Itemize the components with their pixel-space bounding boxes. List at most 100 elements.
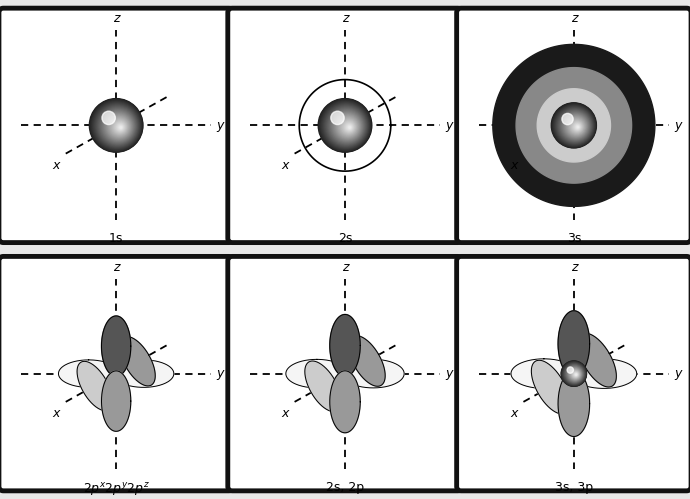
Circle shape xyxy=(99,108,136,144)
Circle shape xyxy=(102,111,115,125)
Circle shape xyxy=(561,112,590,140)
Circle shape xyxy=(331,110,363,142)
Text: z: z xyxy=(113,12,119,25)
FancyBboxPatch shape xyxy=(228,8,462,243)
Circle shape xyxy=(571,370,580,379)
Text: z: z xyxy=(571,12,577,25)
Circle shape xyxy=(94,103,139,148)
Circle shape xyxy=(117,124,124,130)
Polygon shape xyxy=(571,359,637,388)
Circle shape xyxy=(567,367,582,381)
Circle shape xyxy=(335,114,360,139)
Circle shape xyxy=(562,362,586,385)
Circle shape xyxy=(556,107,593,144)
Circle shape xyxy=(348,126,351,129)
Circle shape xyxy=(562,112,589,140)
Circle shape xyxy=(564,364,584,384)
Circle shape xyxy=(568,118,585,135)
Polygon shape xyxy=(531,360,570,414)
Circle shape xyxy=(96,104,139,147)
Circle shape xyxy=(562,362,586,386)
Circle shape xyxy=(569,119,584,134)
Circle shape xyxy=(573,123,581,131)
Polygon shape xyxy=(305,361,342,412)
Circle shape xyxy=(348,126,351,129)
Text: x: x xyxy=(511,159,518,172)
Polygon shape xyxy=(558,311,590,377)
Circle shape xyxy=(104,112,132,141)
Circle shape xyxy=(90,99,143,152)
Circle shape xyxy=(573,372,578,377)
Circle shape xyxy=(343,121,355,133)
FancyBboxPatch shape xyxy=(457,8,690,243)
Circle shape xyxy=(575,374,577,375)
Circle shape xyxy=(566,116,586,137)
Circle shape xyxy=(339,117,357,136)
Circle shape xyxy=(325,105,367,147)
Circle shape xyxy=(108,115,130,138)
Polygon shape xyxy=(113,360,174,387)
Polygon shape xyxy=(120,337,155,386)
Circle shape xyxy=(553,104,595,147)
Circle shape xyxy=(103,111,133,142)
Circle shape xyxy=(326,105,366,146)
Circle shape xyxy=(573,123,581,131)
Circle shape xyxy=(344,122,354,132)
Circle shape xyxy=(344,123,353,132)
Circle shape xyxy=(319,100,371,151)
FancyBboxPatch shape xyxy=(457,256,690,491)
Circle shape xyxy=(562,113,589,140)
Circle shape xyxy=(96,105,138,147)
Circle shape xyxy=(322,102,369,149)
Circle shape xyxy=(347,125,352,130)
Circle shape xyxy=(114,121,126,133)
Circle shape xyxy=(116,123,124,131)
Circle shape xyxy=(326,106,366,146)
Circle shape xyxy=(566,366,583,382)
Text: z: z xyxy=(113,260,119,273)
Circle shape xyxy=(568,367,582,381)
Circle shape xyxy=(117,124,124,131)
Circle shape xyxy=(565,364,584,383)
Circle shape xyxy=(333,112,362,141)
Circle shape xyxy=(333,113,361,140)
Circle shape xyxy=(562,361,586,386)
Text: y: y xyxy=(216,367,224,380)
Circle shape xyxy=(342,120,355,134)
Circle shape xyxy=(341,119,356,135)
Circle shape xyxy=(115,122,125,132)
Circle shape xyxy=(338,117,358,137)
Circle shape xyxy=(560,111,590,141)
Polygon shape xyxy=(59,360,119,387)
Circle shape xyxy=(108,116,130,137)
Circle shape xyxy=(112,120,127,134)
Circle shape xyxy=(346,125,352,130)
Circle shape xyxy=(326,106,366,146)
Circle shape xyxy=(324,103,368,148)
Circle shape xyxy=(562,113,573,125)
Text: 1s: 1s xyxy=(109,233,124,246)
Text: 2s, 2p: 2s, 2p xyxy=(326,481,364,494)
Circle shape xyxy=(570,369,580,379)
Circle shape xyxy=(95,104,139,148)
Text: x: x xyxy=(282,159,289,172)
Circle shape xyxy=(574,124,581,130)
Circle shape xyxy=(336,115,359,138)
Circle shape xyxy=(110,117,129,137)
Circle shape xyxy=(101,110,135,143)
Circle shape xyxy=(324,104,368,148)
Polygon shape xyxy=(342,359,404,388)
Circle shape xyxy=(110,118,128,136)
Text: y: y xyxy=(445,119,453,132)
Circle shape xyxy=(110,117,128,136)
Circle shape xyxy=(92,100,141,151)
Circle shape xyxy=(323,103,368,148)
Circle shape xyxy=(575,124,580,130)
Circle shape xyxy=(345,123,353,131)
Circle shape xyxy=(575,373,577,376)
Circle shape xyxy=(112,119,127,135)
Circle shape xyxy=(573,371,579,378)
Polygon shape xyxy=(578,333,616,387)
Circle shape xyxy=(332,111,362,142)
Circle shape xyxy=(577,126,579,128)
